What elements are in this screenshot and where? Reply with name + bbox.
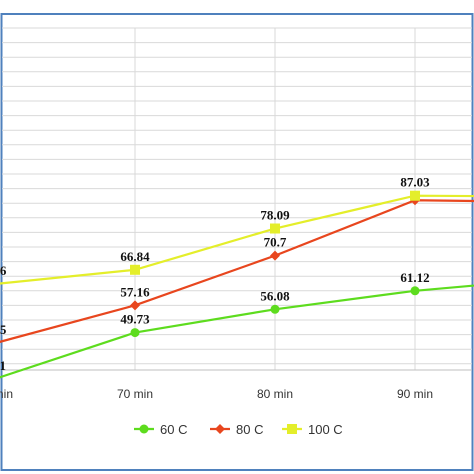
data-label-80-c: 8.85	[0, 322, 7, 337]
data-point-60-c	[131, 328, 140, 337]
data-label-60-c: 61.12	[400, 270, 429, 285]
data-point-60-c	[411, 286, 420, 295]
data-point-100-c	[270, 224, 280, 234]
data-label-80-c: 57.16	[120, 284, 150, 299]
data-point-100-c	[130, 265, 140, 275]
data-label-100-c: 78.09	[260, 208, 290, 223]
x-tick-label: 90 min	[397, 387, 433, 401]
data-label-80-c: 70.7	[264, 235, 287, 250]
legend-label-80-c: 80 C	[236, 422, 263, 437]
legend-marker-100-c	[287, 424, 297, 434]
data-label-60-c: 7.11	[0, 358, 6, 373]
chart-frame	[2, 14, 473, 470]
x-tick-label: 70 min	[117, 387, 153, 401]
data-label-60-c: 56.08	[260, 288, 290, 303]
legend-label-60-c: 60 C	[160, 422, 187, 437]
x-tick-label: 80 min	[257, 387, 293, 401]
legend-label-100-c: 100 C	[308, 422, 343, 437]
data-label-60-c: 49.73	[120, 312, 150, 327]
legend: 60 C 80 C 100 C	[134, 422, 343, 437]
x-tick-label: 60 min	[0, 387, 13, 401]
data-label-100-c: 66.84	[120, 249, 150, 264]
data-point-60-c	[271, 305, 280, 314]
legend-marker-60-c	[140, 425, 149, 434]
data-label-100-c: 87.03	[400, 175, 430, 190]
data-label-100-c: 2.96	[0, 263, 7, 278]
data-point-100-c	[410, 191, 420, 201]
